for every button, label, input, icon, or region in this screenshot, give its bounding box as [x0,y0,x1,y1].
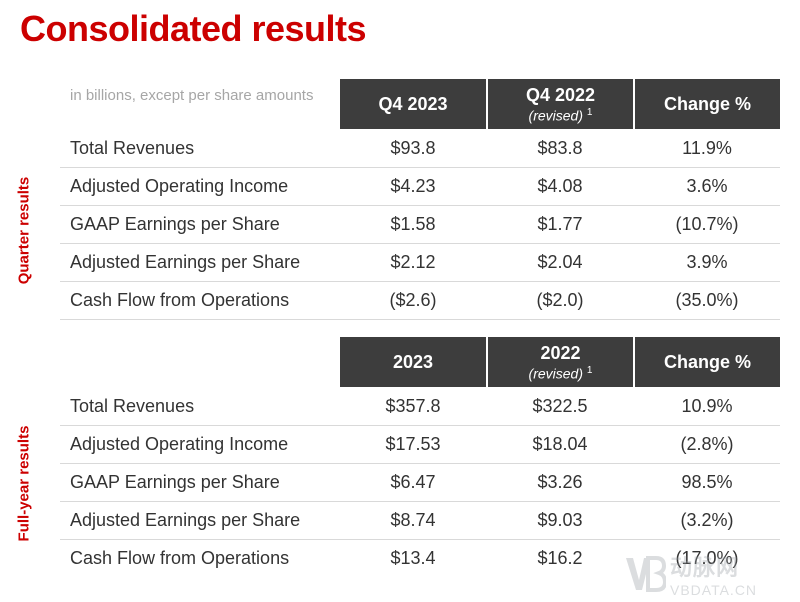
row-label: Adjusted Earnings per Share [70,510,301,530]
value-change: (17.0%) [675,548,739,568]
value-prior: $3.26 [537,472,583,492]
value-prior: $83.8 [537,138,583,158]
value-change: 10.9% [681,396,733,416]
row-label: Adjusted Earnings per Share [70,252,301,272]
value-current: $1.58 [390,214,436,234]
table-row: Total Revenues $93.8 $83.8 11.9% [60,130,780,168]
value-change: 3.9% [686,252,728,272]
value-change: 11.9% [682,138,732,158]
side-label-full-year: Full-year results [15,425,33,541]
row-label: Total Revenues [70,396,195,416]
units-note: in billions, except per share amounts [70,87,314,104]
value-change: (3.2%) [680,510,734,530]
header-2022: 2022 (revised) 1 [488,337,633,387]
table-row: Adjusted Operating Income $4.23 $4.08 3.… [60,168,780,206]
header-change-quarter: Change % [635,79,780,129]
table-row: Adjusted Earnings per Share $2.12 $2.04 … [60,244,780,282]
value-change: 3.6% [686,176,728,196]
value-prior: $9.03 [537,510,583,530]
value-current: $4.23 [390,176,436,196]
header-q4-2023: Q4 2023 [340,79,486,129]
table-row: Cash Flow from Operations ($2.6) ($2.0) … [60,282,780,320]
table-row: Cash Flow from Operations $13.4 $16.2 (1… [60,540,780,578]
table-row: Total Revenues $357.8 $322.5 10.9% [60,388,780,426]
row-label: GAAP Earnings per Share [70,214,280,234]
header-change-full-year: Change % [635,337,780,387]
value-current: $13.4 [390,548,436,568]
value-current: $2.12 [390,252,436,272]
row-label: Cash Flow from Operations [70,290,290,310]
value-current: ($2.6) [389,290,437,310]
value-current: $93.8 [390,138,436,158]
table-row: GAAP Earnings per Share $1.58 $1.77 (10.… [60,206,780,244]
value-prior: $1.77 [537,214,583,234]
row-label: Cash Flow from Operations [70,548,290,568]
row-label: Adjusted Operating Income [70,176,289,196]
table-row: Adjusted Earnings per Share $8.74 $9.03 … [60,502,780,540]
table-row: Adjusted Operating Income $17.53 $18.04 … [60,426,780,464]
header-q4-2022: Q4 2022 (revised) 1 [488,79,633,129]
value-prior: $18.04 [532,434,588,454]
value-prior: $2.04 [537,252,583,272]
value-prior: $4.08 [537,176,583,196]
table-row: GAAP Earnings per Share $6.47 $3.26 98.5… [60,464,780,502]
row-label: Adjusted Operating Income [70,434,289,454]
vb-logo-icon [626,556,666,592]
side-label-quarter: Quarter results [15,176,33,284]
value-change: (35.0%) [675,290,739,310]
value-change: (10.7%) [675,214,739,234]
watermark-cn: 动脉网 [670,555,740,580]
watermark-en: VBDATA.CN [670,582,758,598]
watermark: 动脉网 VBDATA.CN [622,552,792,598]
value-change: (2.8%) [680,434,734,454]
value-current: $17.53 [385,434,441,454]
value-current: $357.8 [385,396,441,416]
page-title: Consolidated results [20,8,367,49]
row-label: GAAP Earnings per Share [70,472,280,492]
value-prior: $16.2 [537,548,583,568]
value-current: $6.47 [390,472,436,492]
row-label: Total Revenues [70,138,195,158]
header-2023: 2023 [340,337,486,387]
value-change: 98.5% [681,472,733,492]
value-current: $8.74 [390,510,436,530]
value-prior: $322.5 [532,396,588,416]
value-prior: ($2.0) [536,290,584,310]
